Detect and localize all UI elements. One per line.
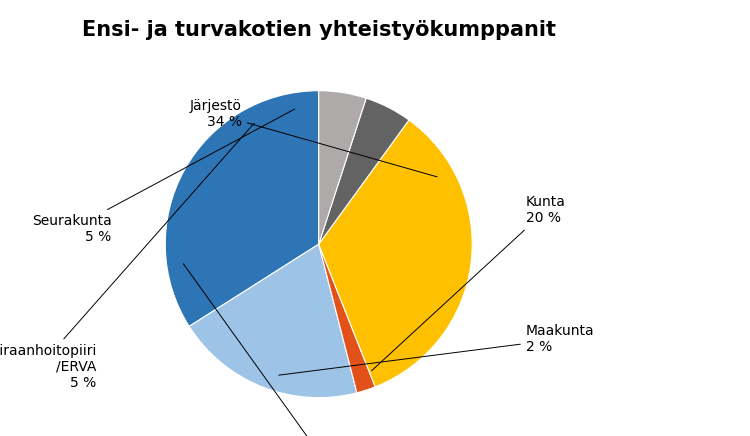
Text: Maakunta
2 %: Maakunta 2 % <box>279 324 595 375</box>
Wedge shape <box>319 244 375 393</box>
Text: Seurakunta
5 %: Seurakunta 5 % <box>32 109 295 244</box>
Title: Ensi- ja turvakotien yhteistyökumppanit: Ensi- ja turvakotien yhteistyökumppanit <box>82 20 556 40</box>
Text: Sairaanhoitopiiri
/ERVA
5 %: Sairaanhoitopiiri /ERVA 5 % <box>0 123 254 390</box>
Wedge shape <box>165 91 319 327</box>
Text: Muu
34 %: Muu 34 % <box>183 264 352 436</box>
Wedge shape <box>319 98 409 244</box>
Text: Järjestö
34 %: Järjestö 34 % <box>190 99 437 177</box>
Wedge shape <box>319 120 472 387</box>
Text: Kunta
20 %: Kunta 20 % <box>372 195 566 371</box>
Wedge shape <box>319 91 366 244</box>
Wedge shape <box>189 244 357 398</box>
